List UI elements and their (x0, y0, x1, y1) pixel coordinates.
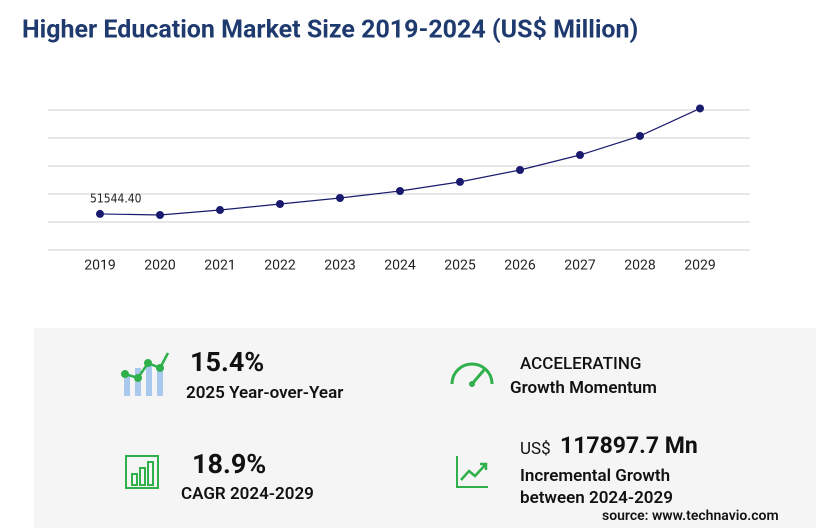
data-label: 51544.40 (90, 191, 142, 205)
incremental-period: between 2024-2029 (520, 488, 673, 508)
x-tick-label: 2029 (684, 258, 715, 274)
x-tick-label: 2024 (384, 258, 416, 274)
cagr-value: 18.9% (192, 448, 267, 480)
point (696, 104, 704, 113)
point (576, 151, 584, 160)
x-tick-label: 2023 (324, 258, 355, 274)
line (99, 107, 701, 216)
point (516, 165, 524, 174)
cagr-label: CAGR 2024-2029 (181, 484, 314, 504)
momentum-value: ACCELERATING (520, 354, 642, 374)
chart: Higher Education Market Size 2019-2024 (… (22, 16, 750, 274)
point (636, 131, 644, 140)
gauge-icon (450, 362, 494, 387)
incremental-label: Incremental Growth (520, 466, 671, 486)
cagr-icon (125, 455, 159, 489)
incremental-icon (456, 456, 488, 488)
point (456, 177, 464, 186)
point (216, 206, 224, 215)
x-tick-label: 2021 (204, 258, 235, 274)
x-tick-label: 2022 (264, 258, 296, 274)
incremental-unit: US$ (520, 439, 551, 459)
yoy-value: 15.4% (190, 346, 265, 378)
incremental-value: 117897.7 Mn (560, 432, 698, 459)
x-tick-label: 2028 (624, 258, 656, 274)
source: source: www.technavio.com (602, 508, 779, 524)
point (396, 186, 404, 195)
point (336, 193, 344, 202)
yoy-icon (121, 352, 170, 396)
x-tick-label: 2020 (144, 258, 176, 274)
chart-title: Higher Education Market Size 2019-2024 (… (22, 16, 638, 45)
point (96, 209, 104, 218)
point (156, 211, 164, 219)
x-tick-label: 2027 (564, 258, 596, 274)
yoy-label: 2025 Year-over-Year (186, 383, 344, 403)
x-tick-label: 2019 (84, 258, 115, 274)
x-tick-label: 2026 (504, 258, 536, 274)
momentum-label: Growth Momentum (510, 378, 657, 398)
point (276, 200, 284, 209)
x-tick-label: 2025 (444, 258, 476, 274)
